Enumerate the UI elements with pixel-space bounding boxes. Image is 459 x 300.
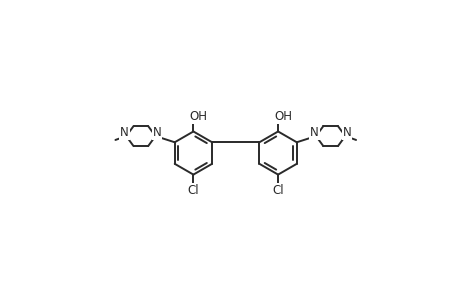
Text: Cl: Cl: [187, 184, 199, 197]
Text: OH: OH: [190, 110, 207, 123]
Text: Cl: Cl: [272, 184, 283, 197]
Text: N: N: [309, 126, 318, 139]
Text: OH: OH: [274, 110, 292, 123]
Text: N: N: [152, 126, 161, 139]
Text: N: N: [341, 126, 350, 139]
Text: N: N: [120, 126, 129, 139]
